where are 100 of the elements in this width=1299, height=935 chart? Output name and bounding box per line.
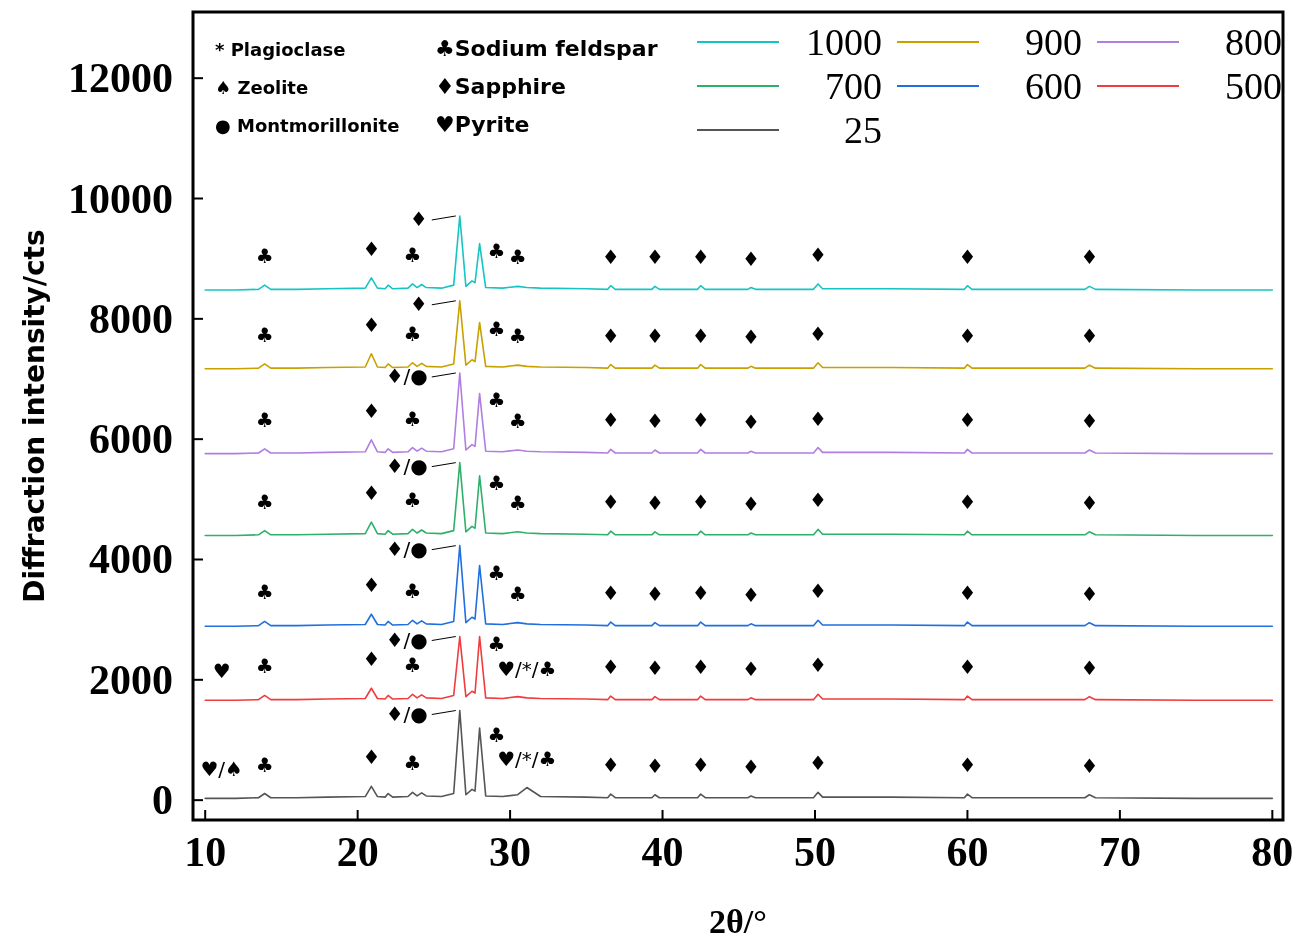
annotation: ♦ — [691, 244, 710, 269]
annotation: ♦ — [362, 398, 381, 423]
annotation: ♥/♠ — [200, 757, 243, 782]
annotation: ♦/● — [385, 453, 428, 478]
annotation: ♦ — [958, 490, 977, 515]
annotation: ♦ — [741, 410, 760, 435]
x-tick-label: 10 — [184, 829, 227, 875]
x-tick-label: 70 — [1098, 829, 1141, 875]
annotation: ♦ — [362, 312, 381, 337]
annotation: ♦ — [958, 408, 977, 433]
annotation: ♦ — [809, 406, 827, 431]
x-tick-label: 30 — [489, 829, 532, 875]
annotation: ♣ — [487, 238, 506, 263]
annotation: ♣ — [403, 406, 422, 431]
annotation: ♥Pyrite — [435, 112, 530, 137]
annotation: ♦ — [809, 242, 827, 267]
annotation: ♠ Zeolite — [215, 77, 309, 98]
annotation: ♣ — [255, 654, 274, 679]
annotation: ♦ — [409, 291, 428, 316]
annotation: ♦ — [362, 745, 381, 770]
annotation: ♣ — [508, 245, 527, 270]
annotation: ♣ — [255, 752, 274, 777]
annotation: ♣ — [403, 321, 422, 346]
x-tick-label: 40 — [641, 829, 684, 875]
annotation: ♦ — [645, 245, 664, 270]
annotation: ♣ — [487, 470, 506, 495]
annotation: ♣ — [255, 580, 274, 605]
annotation: ♦ — [691, 408, 710, 433]
annotation: ♦/● — [385, 627, 428, 652]
annotation: ♦ — [362, 236, 381, 261]
legend-label: 1000 — [806, 21, 882, 63]
annotation: ♦/● — [385, 363, 428, 388]
annotation: ♣ — [508, 408, 527, 433]
annotation: ♦ — [741, 754, 760, 779]
annotation: ♦ — [958, 581, 977, 606]
annotation: ♣ — [403, 242, 422, 267]
annotation: ♦ — [809, 488, 827, 513]
annotation: ♦ — [691, 323, 710, 348]
annotation: ♦ — [958, 655, 977, 680]
annotation: ♥/*/♣ — [497, 746, 557, 771]
annotation: ♣ — [487, 631, 506, 656]
annotation: ♦ — [601, 490, 620, 515]
annotation: ♦ — [362, 573, 381, 598]
x-tick-label: 50 — [793, 829, 836, 875]
annotation: ♣ — [403, 488, 422, 513]
annotation: ♦ — [645, 490, 664, 515]
annotation: ♦ — [809, 321, 827, 346]
annotation: ♦ — [958, 323, 977, 348]
y-tick-label: 12000 — [68, 55, 173, 102]
legend-label: 500 — [1225, 65, 1282, 107]
annotation: ♦ — [409, 206, 428, 231]
y-tick-label: 8000 — [89, 295, 173, 342]
annotation: ♦/● — [385, 701, 428, 726]
legend-label: 600 — [1025, 65, 1082, 107]
y-tick-label: 0 — [152, 777, 173, 824]
annotation: ♦ — [809, 653, 827, 678]
annotation: ♦ — [741, 492, 760, 517]
x-tick-label: 20 — [336, 829, 379, 875]
annotation: ♦ — [809, 751, 827, 776]
annotation: ♦ — [645, 408, 664, 433]
x-tick-label: 80 — [1251, 829, 1294, 875]
annotation: ♥/*/♣ — [497, 656, 557, 681]
annotation: ♣ — [255, 244, 274, 269]
x-axis-title: 2θ/° — [709, 903, 767, 935]
annotation: ♣ — [487, 388, 506, 413]
annotation: * Plagioclase — [215, 39, 346, 60]
annotation: ♣ — [255, 322, 274, 347]
annotation: ♦ — [1080, 324, 1099, 349]
annotation: ♦ — [645, 753, 664, 778]
legend-label: 25 — [844, 109, 882, 151]
annotation: ♦ — [691, 581, 710, 606]
annotation: ♣ — [508, 324, 527, 349]
annotation: ♦ — [741, 246, 760, 271]
annotation: ♣ — [508, 490, 527, 515]
annotation: ♦ — [362, 481, 381, 506]
annotation: ♦ — [691, 753, 710, 778]
annotation: ♦ — [741, 325, 760, 350]
annotation: ♣ — [403, 579, 422, 604]
annotation: ♦ — [1080, 245, 1099, 270]
annotation: ♦ — [645, 581, 664, 606]
y-axis-title: Diffraction intensity/cts — [18, 229, 51, 603]
y-tick-label: 2000 — [89, 656, 173, 703]
annotation: ♣ — [487, 317, 506, 342]
legend-label: 700 — [825, 65, 882, 107]
annotation: ♦ — [741, 582, 760, 607]
annotation: ♦ — [741, 656, 760, 681]
annotation: ♣ — [255, 407, 274, 432]
x-tick-label: 60 — [946, 829, 989, 875]
annotation: ♦ — [1080, 408, 1099, 433]
annotation: ♦ — [601, 244, 620, 269]
annotation: ♣ — [487, 722, 506, 747]
annotation: ♦ — [691, 655, 710, 680]
annotation: ♦ — [362, 647, 381, 672]
annotation: ♦ — [958, 753, 977, 778]
y-tick-label: 6000 — [89, 416, 173, 463]
y-tick-label: 10000 — [68, 175, 173, 222]
annotation: ♦ — [1080, 753, 1099, 778]
y-tick-label: 4000 — [89, 536, 173, 583]
annotation: ♦Sapphire — [435, 74, 566, 99]
annotation: ♦/● — [385, 536, 428, 561]
